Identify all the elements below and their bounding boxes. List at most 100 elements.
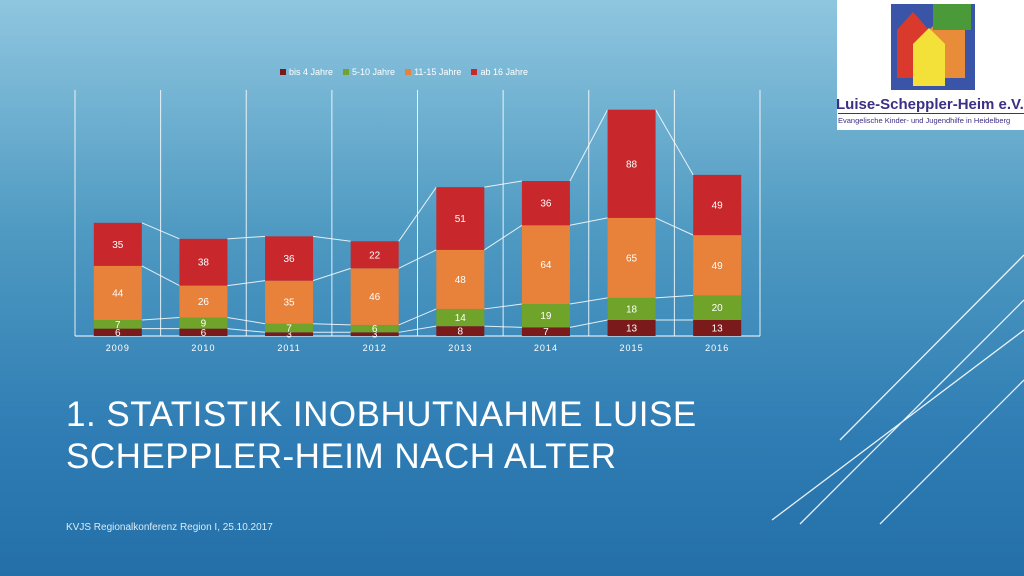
data-label: 65 [626, 253, 638, 264]
bar-segment [93, 320, 142, 329]
series-connector-line [141, 265, 180, 287]
bar-segment [521, 225, 570, 305]
series-connector-line [569, 319, 608, 328]
series-connector-line [227, 280, 266, 287]
bar-segment [265, 332, 314, 336]
data-label: 36 [540, 199, 552, 210]
legend-label: ab 16 Jahre [480, 67, 528, 77]
legend-swatch [405, 69, 412, 75]
logo [837, 0, 1024, 130]
bar-segment [607, 297, 656, 321]
bar-segment [350, 324, 399, 333]
data-label: 19 [540, 311, 552, 322]
data-label: 49 [712, 261, 724, 272]
legend-swatch [280, 69, 286, 75]
bar-segment [693, 174, 742, 236]
bar-segment [436, 326, 485, 336]
data-label: 46 [369, 292, 381, 303]
data-label: 6 [115, 328, 121, 339]
legend-label: 11-15 Jahre [414, 67, 462, 77]
data-label: 48 [455, 275, 467, 286]
x-tick-label: 2010 [191, 343, 215, 353]
bar-segment [179, 285, 228, 318]
bar-segment [265, 280, 314, 324]
legend-label: 5-10 Jahre [352, 67, 396, 77]
series-connector-line [313, 323, 351, 326]
bar-segment [350, 241, 399, 269]
x-tick-label: 2009 [106, 343, 130, 353]
legend-item: bis 4 Jahre [280, 67, 333, 77]
bar-segment [436, 308, 485, 327]
bar-segment [265, 323, 314, 333]
bar-segment [521, 327, 570, 336]
data-label: 26 [198, 297, 210, 308]
data-label: 36 [284, 254, 296, 265]
series-connector-line [398, 249, 437, 269]
data-label: 14 [455, 313, 467, 324]
bar-segment [93, 222, 142, 266]
x-tick-label: 2013 [448, 343, 472, 353]
legend-item: ab 16 Jahre [471, 67, 528, 77]
x-tick-label: 2016 [705, 343, 729, 353]
data-label: 20 [712, 303, 724, 314]
series-connector-line [484, 180, 523, 188]
chart-legend: bis 4 Jahre 5-10 Jahre 11-15 Jahre ab 16… [280, 67, 528, 77]
data-label: 22 [369, 250, 381, 261]
series-connector-line [569, 109, 609, 182]
series-connector-line [312, 267, 351, 282]
logo-divider [838, 113, 1024, 114]
data-label: 49 [712, 201, 724, 212]
bar-segment [179, 238, 228, 286]
series-connector-line [141, 222, 180, 240]
series-connector-line [227, 317, 266, 325]
legend-item: 11-15 Jahre [405, 67, 461, 77]
data-label: 6 [201, 328, 207, 339]
slide-title: 1. Statistik Inobhutnahme Luise Schepple… [66, 395, 697, 476]
series-connector-line [569, 217, 608, 226]
x-tick-label: 2014 [534, 343, 558, 353]
series-connector-line [655, 217, 694, 236]
bar-segment [350, 332, 399, 336]
data-label: 3 [372, 330, 378, 341]
series-connector-line [227, 328, 266, 333]
x-tick-label: 2015 [620, 343, 644, 353]
logo-subtitle: Evangelische Kinder- und Jugendhilfe in … [838, 116, 1011, 125]
data-label: 8 [458, 327, 464, 338]
bar-segment [93, 328, 142, 336]
bar-segment [693, 235, 742, 296]
data-label: 51 [455, 214, 467, 225]
bar-segment [693, 320, 742, 336]
bar-segment [607, 217, 656, 298]
logo-name: Luise-Scheppler-Heim e.V. [836, 96, 1024, 113]
data-label: 9 [201, 319, 207, 330]
series-connector-line [484, 303, 523, 310]
data-label: 13 [712, 324, 724, 335]
series-connector-line [398, 308, 437, 326]
series-connector-line [484, 224, 523, 251]
series-connector-line [227, 235, 266, 240]
bar-segment [179, 328, 228, 336]
bar-segment [521, 181, 570, 226]
data-label: 7 [286, 324, 292, 335]
bar-segment [607, 109, 656, 218]
data-label: 35 [284, 298, 296, 309]
x-tick-label: 2011 [277, 343, 300, 353]
data-label: 35 [112, 240, 124, 251]
x-tick-label: 2012 [363, 343, 387, 353]
legend-label: bis 4 Jahre [289, 67, 334, 77]
data-label: 64 [540, 260, 552, 271]
legend-swatch [471, 69, 478, 75]
bar-segment [265, 236, 314, 281]
data-label: 88 [626, 159, 638, 170]
bar-segment [350, 268, 399, 325]
data-label: 44 [112, 288, 124, 299]
data-label: 6 [372, 324, 378, 335]
data-label: 7 [543, 327, 549, 338]
bar-segment [607, 320, 656, 336]
bar-segment [179, 317, 228, 329]
legend-item: 5-10 Jahre [343, 67, 395, 77]
bar-segment [436, 249, 485, 309]
bar-segment [93, 265, 142, 321]
bar-segment [436, 187, 485, 250]
